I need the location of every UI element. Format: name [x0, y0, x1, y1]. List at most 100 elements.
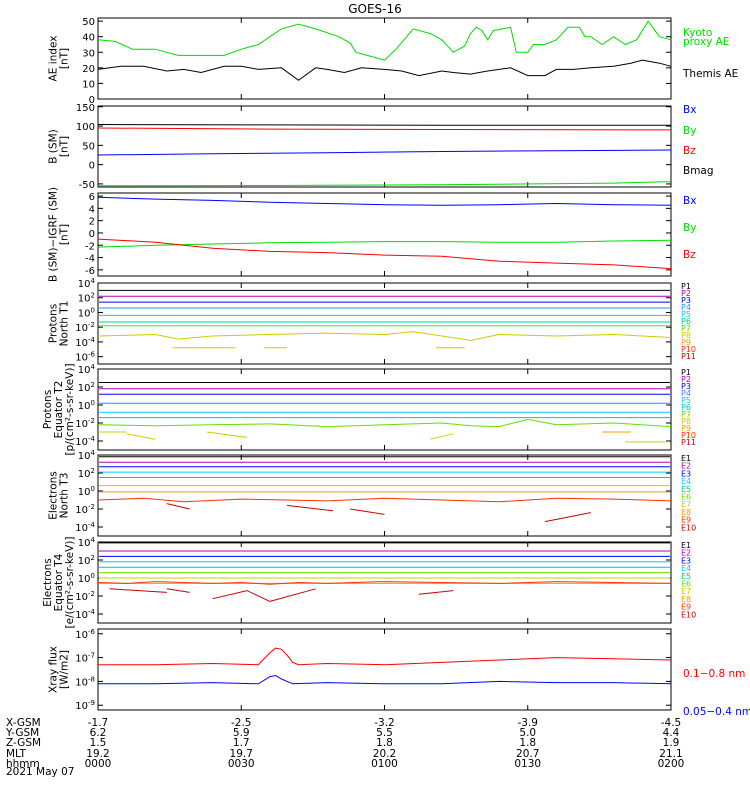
y-tick-label: 30 — [82, 48, 95, 59]
legend-item: P3 — [681, 296, 691, 305]
series-line — [97, 20, 672, 61]
legend-item: P3 — [681, 382, 691, 391]
series-line — [97, 196, 672, 206]
y-axis-label-line: Protons — [42, 390, 54, 429]
series-line — [97, 239, 672, 248]
series — [97, 581, 672, 585]
x-row-label: MLT — [6, 748, 26, 760]
y-tick-label: 10-8 — [75, 675, 95, 688]
x-row-value: 5.9 — [233, 727, 250, 739]
y-tick-label: 100 — [78, 399, 95, 412]
series-0-1-0-8-nm — [98, 647, 672, 666]
panel-enorth: 104 102 100 10-2 10-4 ElectronsNorth T3 E1E2E3… — [48, 449, 696, 537]
y-axis-label: ProtonsNorth T1 — [48, 301, 71, 347]
y-axis-label-line: [p/(cm²-s-sr-keV)] — [64, 363, 76, 455]
legend-item: P8 — [681, 331, 691, 340]
series-kyoto-proxy-ae — [97, 20, 672, 61]
legend-item: P1 — [681, 282, 691, 291]
y-tick-label: 100 — [78, 485, 95, 498]
series — [97, 418, 672, 428]
y-axis-label-line: Equator T4 — [53, 553, 65, 611]
y-tick-label: 10-2 — [75, 417, 95, 430]
y-axis-label-line: [nT] — [59, 224, 71, 245]
date-label: 2021 May 07 — [6, 766, 74, 778]
y-tick-label: 104 — [78, 536, 96, 549]
y-axis-label-line: AE index — [48, 36, 60, 82]
series-by — [97, 181, 672, 187]
series — [166, 503, 591, 523]
y-tick-label: 0 — [89, 161, 95, 172]
y-tick-label: 150 — [76, 103, 95, 114]
x-row-value: -3.9 — [518, 717, 539, 729]
x-row-value: -2.5 — [231, 717, 252, 729]
y-tick-label: -6 — [85, 266, 95, 277]
series-bz — [97, 238, 672, 270]
panel-frame — [97, 105, 672, 188]
legend-item: P11 — [681, 438, 696, 447]
y-tick-label: -2 — [85, 241, 95, 252]
x-row-value: 1.5 — [90, 737, 107, 749]
legend-item: E2 — [681, 549, 691, 558]
legend-item: E2 — [681, 462, 691, 471]
y-axis-label-line: [e/(cm²-s-sr-keV)] — [64, 537, 76, 629]
y-tick-label: 50 — [82, 17, 95, 28]
y-axis-label: B (SM)−IGRF (SM)[nT] — [48, 187, 71, 282]
legend-item: E8 — [681, 508, 691, 517]
y-tick-label: 100 — [78, 306, 95, 319]
series — [109, 588, 454, 602]
y-tick-label: 10-6 — [75, 351, 95, 364]
legend-item: E5 — [681, 572, 691, 581]
x-row-value: 0100 — [371, 758, 398, 770]
series-bx — [97, 196, 672, 206]
legend-item: P5 — [681, 310, 691, 319]
x-row-value: 4.4 — [663, 727, 680, 739]
legend-item: proxy AE — [683, 36, 729, 48]
y-tick-label: 102 — [78, 292, 95, 305]
x-row-value: 1.7 — [233, 737, 250, 749]
series-themis-ae — [97, 59, 672, 81]
series-segment — [544, 512, 591, 523]
x-row-label: Y-GSM — [5, 727, 39, 739]
x-row-value: 21.1 — [659, 748, 682, 760]
y-axis-label: ElectronsEquator T4[e/(cm²-s-sr-keV)] — [42, 537, 76, 629]
series-line — [97, 238, 672, 270]
legend-item: P10 — [681, 431, 696, 440]
panel-bigrf: 64 20-2 -4-6 B (SM)−IGRF (SM)[nT] Bx By Bz — [48, 187, 697, 282]
series-line — [97, 127, 672, 131]
y-tick-label: 6 — [89, 192, 95, 203]
series-line — [97, 181, 672, 187]
y-axis-label: Xray flux[W/m2] — [48, 646, 71, 693]
legend-item: P7 — [681, 324, 691, 333]
y-tick-label: 102 — [78, 467, 95, 480]
legend-item: P1 — [681, 368, 691, 377]
legend-item: P5 — [681, 396, 691, 405]
legend: Bx By Bz Bmag — [683, 104, 714, 177]
x-row-value: 19.7 — [230, 748, 253, 760]
legend-item: P4 — [681, 389, 691, 398]
y-axis-label: ProtonsEquator T2[p/(cm²-s-sr-keV)] — [42, 363, 76, 455]
y-axis-label-line: B (SM) — [48, 129, 60, 163]
legend-item: E9 — [681, 516, 691, 525]
y-tick-label: 10-4 — [75, 521, 95, 534]
y-axis-label-line: Equator T2 — [53, 381, 65, 439]
series-segment — [126, 433, 156, 440]
x-row-value: 20.7 — [516, 748, 539, 760]
legend-item: P6 — [681, 317, 691, 326]
legend-item: P11 — [681, 352, 696, 361]
legend-item: Bx — [683, 104, 696, 116]
legend-item: P8 — [681, 417, 691, 426]
legend-item: E10 — [681, 610, 696, 619]
x-row-value: 20.2 — [373, 748, 396, 760]
x-row-value: -4.5 — [661, 717, 682, 729]
legend-item: P9 — [681, 424, 691, 433]
y-tick-label: 0 — [89, 229, 95, 240]
x-row-value: -3.2 — [374, 717, 395, 729]
series-0-05-0-4-nm — [98, 674, 672, 685]
x-row-value: 0030 — [228, 758, 255, 770]
series-line — [97, 497, 672, 503]
